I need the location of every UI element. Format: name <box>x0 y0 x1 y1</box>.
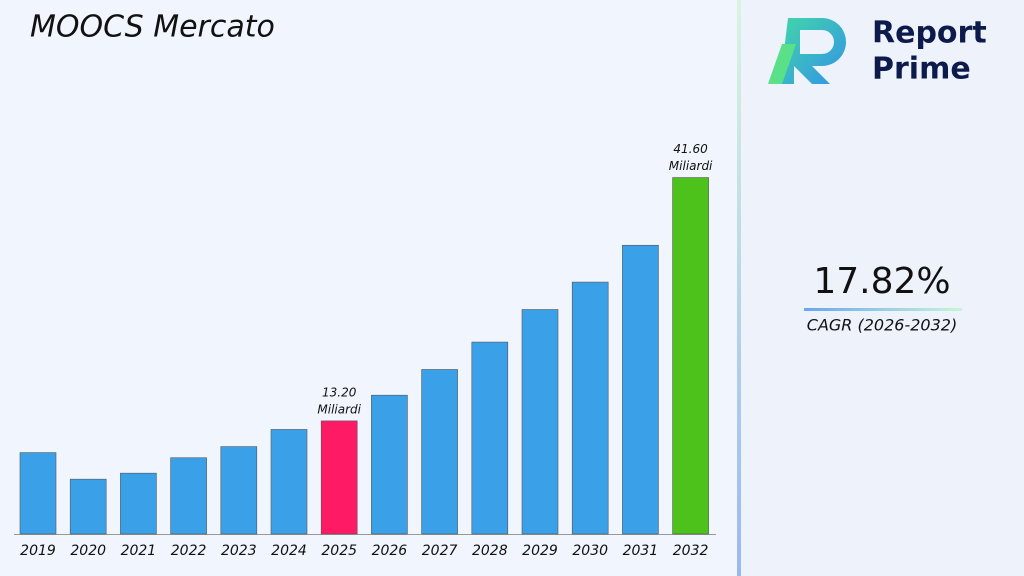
bar <box>120 472 157 535</box>
bar <box>622 244 659 535</box>
x-tick-label: 2021 <box>121 543 157 559</box>
cagr-value: 17.82% <box>813 261 950 302</box>
brand-line1: Report <box>872 16 987 51</box>
x-tick-label: 2020 <box>70 543 106 559</box>
bar <box>320 420 358 535</box>
cagr-label: CAGR (2026-2032) <box>807 316 957 335</box>
chart-title: MOOCS Mercato <box>30 10 275 45</box>
bar <box>421 369 458 535</box>
bar <box>19 452 57 535</box>
bar <box>571 281 609 535</box>
value-unit: Miliardi <box>317 402 361 416</box>
value-unit: Miliardi <box>669 159 713 173</box>
brand-line2: Prime <box>872 52 971 87</box>
bar <box>672 177 709 535</box>
bar <box>371 394 408 535</box>
bar <box>220 446 258 535</box>
x-tick-label: 2027 <box>422 543 458 559</box>
bar <box>521 309 559 535</box>
bar <box>170 457 207 535</box>
cagr-underline <box>804 308 962 311</box>
side-panel <box>740 0 1024 576</box>
x-tick-label: 2019 <box>20 543 56 559</box>
x-tick-label: 2030 <box>572 543 608 559</box>
value-label: 13.20 <box>322 385 357 399</box>
x-tick-label: 2031 <box>623 543 659 559</box>
x-tick-label: 2026 <box>372 543 408 559</box>
divider <box>737 0 741 576</box>
x-tick-label: 2025 <box>321 543 357 559</box>
x-tick-label: 2032 <box>673 543 709 559</box>
x-tick-label: 2024 <box>271 543 307 559</box>
bar <box>471 341 509 535</box>
x-tick-label: 2023 <box>221 543 257 559</box>
value-label: 41.60 <box>673 142 708 156</box>
x-tick-label: 2029 <box>522 543 558 559</box>
x-tick-label: 2028 <box>472 543 508 559</box>
bar <box>69 478 107 535</box>
x-tick-label: 2022 <box>171 543 207 559</box>
bar <box>270 429 308 535</box>
logo <box>768 18 846 84</box>
